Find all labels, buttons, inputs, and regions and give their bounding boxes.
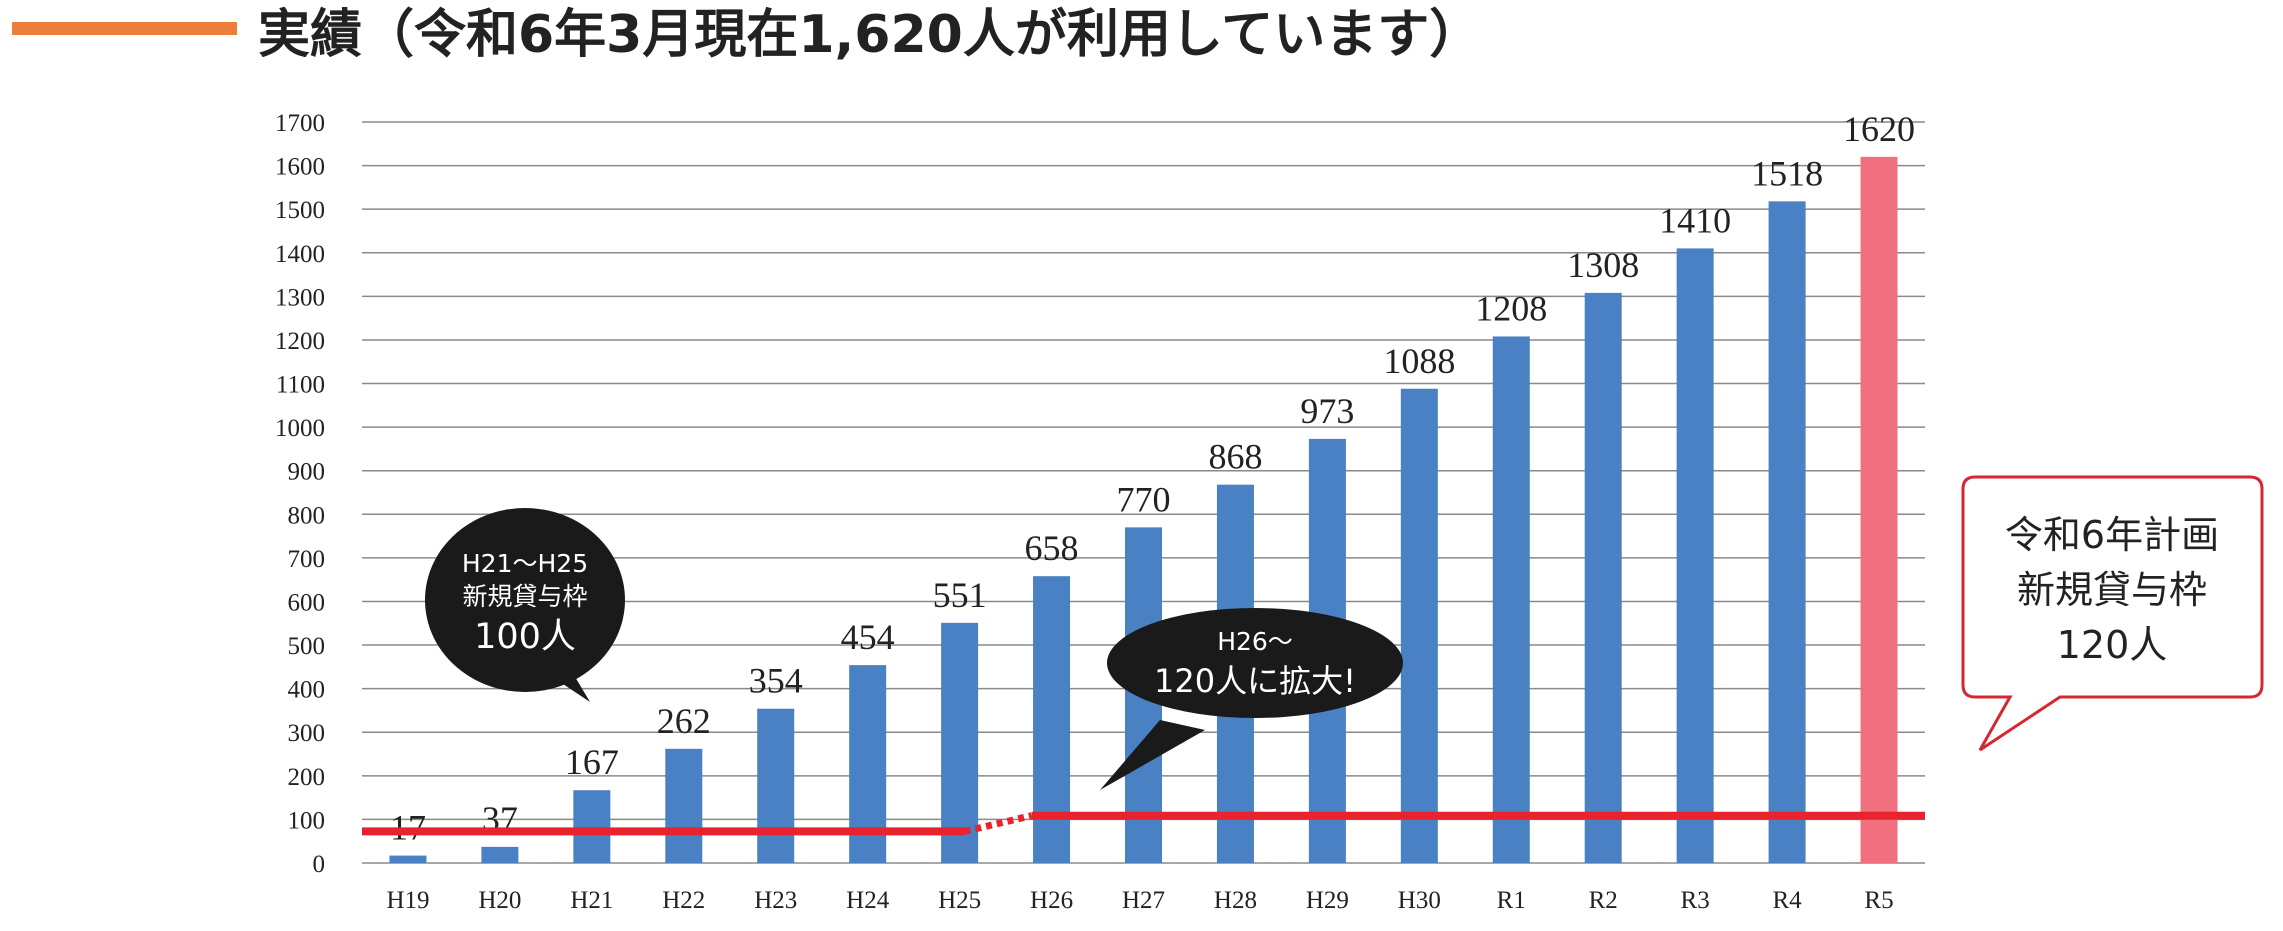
value-label-H22: 262 [657, 701, 711, 741]
bar-H19 [389, 855, 427, 863]
x-tick-label-H19: H19 [386, 887, 429, 914]
y-tick-label-600: 600 [288, 589, 326, 616]
bar-H23 [757, 708, 795, 863]
bubble-quota-120-line1: H26〜 [1217, 627, 1293, 656]
y-tick-label-1700: 1700 [275, 110, 325, 137]
bubble-quota-120: H26〜 120人に拡大! [1100, 608, 1403, 790]
value-label-H26: 658 [1025, 528, 1079, 568]
bubble-quota-120-tail [1100, 720, 1205, 790]
x-tick-label-R5: R5 [1864, 887, 1893, 914]
x-tick-label-H24: H24 [846, 887, 890, 914]
x-tick-label-R3: R3 [1681, 887, 1710, 914]
bar-R2 [1584, 292, 1622, 864]
y-tick-label-1100: 1100 [276, 372, 325, 399]
value-label-H29: 973 [1300, 391, 1354, 431]
x-tick-label-H26: H26 [1030, 887, 1073, 914]
bar-R3 [1676, 248, 1714, 863]
y-tick-label-1600: 1600 [275, 154, 325, 181]
x-tick-label-H28: H28 [1214, 887, 1257, 914]
x-axis-ticks: H19 H20 H21 H22 H23 H24 H25 H26 H27 H28 H29 H30 R1 R2… [386, 887, 1893, 914]
value-label-H28: 868 [1208, 437, 1262, 477]
bubble-quota-120-shape [1107, 608, 1403, 718]
y-tick-label-300: 300 [288, 720, 326, 747]
y-tick-label-1300: 1300 [275, 284, 325, 311]
x-tick-label-R1: R1 [1497, 887, 1526, 914]
y-tick-label-900: 900 [288, 459, 326, 486]
y-tick-label-700: 700 [288, 546, 326, 573]
value-label-H24: 454 [841, 617, 895, 657]
y-tick-label-100: 100 [288, 807, 326, 834]
y-tick-label-500: 500 [288, 633, 326, 660]
bubble-quota-100: H21〜H25 新規貸与枠 100人 [425, 508, 625, 702]
x-tick-label-R2: R2 [1589, 887, 1618, 914]
callout-plan-r6-line3: 120人 [2057, 623, 2168, 667]
bar-H25 [941, 622, 979, 863]
callout-plan-r6: 令和6年計画 新規貸与枠 120人 [1961, 475, 2264, 752]
bar-R5 [1860, 156, 1898, 863]
x-tick-label-H22: H22 [662, 887, 705, 914]
bar-H22 [665, 748, 703, 863]
bar-H30 [1400, 388, 1438, 863]
bubble-quota-100-line3: 100人 [474, 617, 576, 657]
value-label-H23: 354 [749, 661, 803, 701]
bubble-quota-100-shape [425, 508, 625, 692]
value-label-H27: 770 [1117, 479, 1171, 519]
page-title: 実績（令和6年3月現在1,620人が利用しています） [258, 5, 1482, 65]
bars [389, 156, 1898, 864]
value-label-R2: 1308 [1567, 245, 1639, 285]
bubble-quota-100-line1: H21〜H25 [462, 549, 588, 578]
x-tick-label-H27: H27 [1122, 887, 1165, 914]
y-tick-label-1200: 1200 [275, 328, 325, 355]
y-tick-label-200: 200 [288, 764, 326, 791]
x-tick-label-H20: H20 [478, 887, 521, 914]
bubble-quota-120-line2: 120人に拡大! [1154, 662, 1356, 700]
y-tick-label-1000: 1000 [275, 415, 325, 442]
value-label-H25: 551 [933, 575, 987, 615]
value-label-H21: 167 [565, 742, 619, 782]
callout-plan-r6-shape [1961, 475, 2264, 752]
quota-line-transition [963, 812, 1033, 835]
x-tick-label-H25: H25 [938, 887, 981, 914]
x-tick-label-R4: R4 [1772, 887, 1802, 914]
bar-H21 [573, 790, 611, 863]
callout-plan-r6-line1: 令和6年計画 [2005, 513, 2219, 557]
x-tick-label-H21: H21 [570, 887, 613, 914]
value-label-R4: 1518 [1751, 153, 1823, 193]
bar-R1 [1492, 336, 1530, 864]
value-label-R1: 1208 [1475, 288, 1547, 328]
callout-plan-r6-line2: 新規貸与枠 [2017, 568, 2207, 612]
y-tick-label-1500: 1500 [275, 197, 325, 224]
value-label-R5: 1620 [1843, 109, 1915, 149]
y-tick-label-800: 800 [288, 502, 326, 529]
x-tick-label-H30: H30 [1398, 887, 1441, 914]
bar-H26 [1033, 576, 1071, 863]
bar-H20 [481, 846, 519, 863]
y-axis-ticks: 0 100 200 300 400 500 600 700 800 900 1000 1100 1200… [275, 110, 325, 878]
value-label-H30: 1088 [1383, 341, 1455, 381]
x-tick-label-H23: H23 [754, 887, 797, 914]
y-tick-label-400: 400 [288, 677, 326, 704]
x-tick-label-H29: H29 [1306, 887, 1349, 914]
y-tick-label-0: 0 [313, 851, 326, 878]
y-tick-label-1400: 1400 [275, 241, 325, 268]
title-accent-bar [12, 22, 237, 35]
bubble-quota-100-line2: 新規貸与枠 [462, 582, 587, 611]
bar-R4 [1768, 201, 1806, 864]
quota-lines [362, 811, 1925, 836]
value-label-R3: 1410 [1659, 200, 1731, 240]
